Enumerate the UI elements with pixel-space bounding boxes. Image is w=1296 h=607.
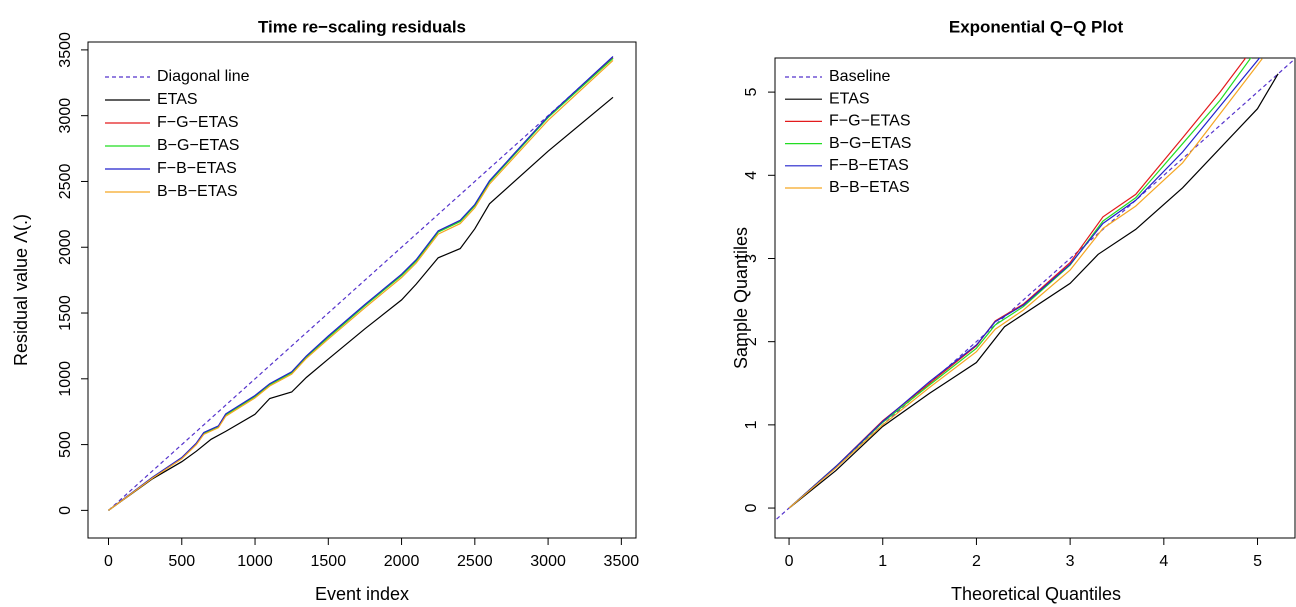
plot-box	[774, 57, 1296, 539]
y-tick-label: 1	[743, 420, 760, 429]
x-tick-label: 0	[785, 553, 794, 570]
data-line	[108, 59, 614, 511]
legend-label: F−G−ETAS	[829, 113, 911, 130]
y-tick-label: 1500	[57, 295, 74, 331]
y-tick-label: 0	[743, 504, 760, 513]
x-tick-label: 1500	[311, 553, 347, 570]
y-tick-label: 4	[743, 171, 760, 180]
y-axis-label: Residual value Λ(.)	[11, 214, 31, 366]
legend-label: F−B−ETAS	[829, 157, 909, 174]
data-line	[108, 56, 614, 511]
y-tick-label: 2500	[57, 164, 74, 200]
x-tick-label: 3	[1066, 553, 1075, 570]
legend-label: ETAS	[157, 91, 198, 108]
y-tick-label: 2000	[57, 229, 74, 265]
y-tick-label: 5	[743, 88, 760, 97]
y-tick-label: 0	[57, 506, 74, 515]
x-tick-label: 5	[1253, 553, 1262, 570]
y-tick-label: 3	[743, 254, 760, 263]
data-line	[788, 58, 1247, 509]
chart-title: Time re−scaling residuals	[258, 17, 466, 36]
legend-label: F−G−ETAS	[157, 114, 239, 131]
x-tick-label: 3500	[604, 553, 640, 570]
y-axis-label: Sample Quantiles	[731, 227, 751, 369]
legend-label: B−G−ETAS	[157, 137, 239, 154]
legend-label: Baseline	[829, 68, 890, 85]
y-tick-label: 2	[743, 337, 760, 346]
y-tick-label: 1000	[57, 361, 74, 397]
chart-title: Exponential Q−Q Plot	[949, 17, 1124, 36]
legend-label: B−B−ETAS	[157, 183, 238, 200]
y-tick-label: 3500	[57, 32, 74, 68]
x-axis-label: Theoretical Quantiles	[951, 584, 1121, 604]
data-line	[788, 58, 1263, 509]
x-tick-label: 1	[878, 553, 887, 570]
y-tick-label: 3000	[57, 98, 74, 134]
legend-label: B−G−ETAS	[829, 135, 911, 152]
data-line	[788, 58, 1252, 509]
x-tick-label: 500	[168, 553, 195, 570]
plot-lines	[108, 56, 614, 511]
x-tick-label: 3000	[530, 553, 566, 570]
legend-label: Diagonal line	[157, 68, 250, 85]
data-line	[108, 96, 614, 511]
data-line	[788, 58, 1261, 509]
x-tick-label: 2500	[457, 553, 493, 570]
x-tick-label: 1000	[237, 553, 273, 570]
x-tick-label: 4	[1159, 553, 1168, 570]
x-tick-label: 2	[972, 553, 981, 570]
legend-label: F−B−ETAS	[157, 160, 237, 177]
legend-label: B−B−ETAS	[829, 179, 910, 196]
y-tick-label: 500	[57, 431, 74, 458]
data-line	[775, 58, 1295, 522]
legend-label: ETAS	[829, 90, 870, 107]
plot-box	[87, 41, 637, 539]
x-tick-label: 2000	[384, 553, 420, 570]
data-line	[108, 56, 614, 511]
x-tick-label: 0	[104, 553, 113, 570]
plot-lines	[775, 58, 1295, 522]
x-axis-label: Event index	[315, 584, 409, 604]
data-line	[788, 73, 1279, 509]
